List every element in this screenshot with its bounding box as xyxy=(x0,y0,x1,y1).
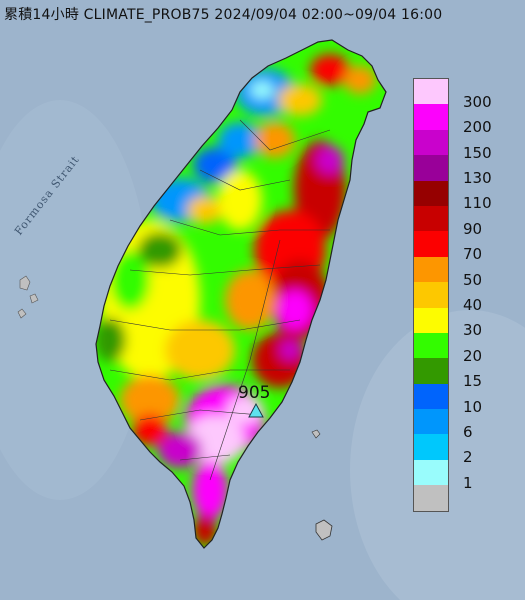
legend-swatch xyxy=(414,205,448,232)
legend-swatch xyxy=(414,282,448,308)
legend-swatch xyxy=(414,383,448,410)
legend-swatch xyxy=(414,256,448,283)
legend-swatch xyxy=(414,104,448,130)
orchid-island xyxy=(315,519,333,541)
legend-label: 10 xyxy=(463,397,483,416)
legend-swatch xyxy=(414,180,448,206)
legend-label: 6 xyxy=(463,422,473,441)
legend-label: 50 xyxy=(463,270,483,289)
legend-label: 200 xyxy=(463,118,492,137)
legend-swatch xyxy=(414,129,448,156)
map-title: 累積14小時 CLIMATE_PROB75 2024/09/04 02:00~0… xyxy=(4,7,443,23)
legend-swatch xyxy=(414,409,448,435)
county-boundaries xyxy=(109,119,331,481)
legend-colorbar xyxy=(413,78,449,512)
legend-swatch xyxy=(414,358,448,384)
legend-swatch xyxy=(414,332,448,359)
legend-label: 150 xyxy=(463,143,492,162)
legend-swatch xyxy=(414,485,448,511)
legend-swatch xyxy=(414,459,448,486)
legend-label: 70 xyxy=(463,245,483,264)
legend-label: 2 xyxy=(463,448,473,467)
legend-label: 1 xyxy=(463,473,473,492)
legend-label: 300 xyxy=(463,92,492,111)
legend-label: 130 xyxy=(463,168,492,187)
legend-swatch xyxy=(414,155,448,181)
legend-swatch xyxy=(414,434,448,460)
legend-label: 30 xyxy=(463,321,483,340)
legend-label: 90 xyxy=(463,219,483,238)
legend-swatch xyxy=(414,79,448,105)
legend-label: 15 xyxy=(463,372,483,391)
triangle-station-icon xyxy=(248,402,264,418)
legend-label: 40 xyxy=(463,295,483,314)
legend-label: 110 xyxy=(463,194,492,213)
max-rainfall-label: 905 xyxy=(238,383,271,403)
legend-label: 20 xyxy=(463,346,483,365)
legend-swatch xyxy=(414,307,448,333)
penghu-islands xyxy=(17,275,39,319)
green-island xyxy=(311,429,321,439)
legend-swatch xyxy=(414,231,448,257)
